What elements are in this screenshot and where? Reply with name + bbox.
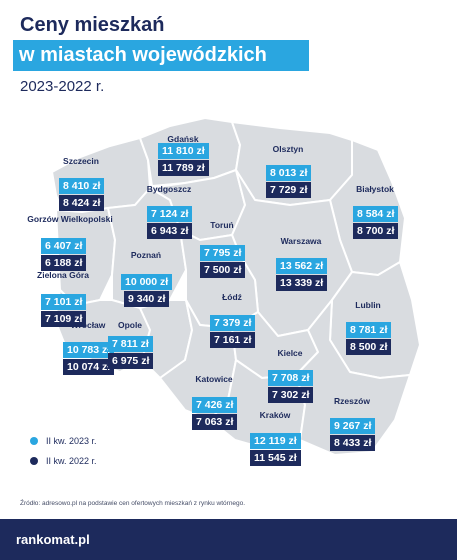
city-name-bydgoszcz: Bydgoszcz: [146, 184, 192, 194]
value-box-torun-2022: 7 500 zł: [200, 262, 246, 278]
value-box-opole-2023: 7 811 zł: [108, 336, 153, 352]
legend-item-2023: II kw. 2023 r.: [30, 436, 97, 446]
value-box-gorzow-wielkopolski-2023: 6 407 zł: [41, 238, 87, 254]
value-box-wroclaw-2022: 10 074 zł: [63, 359, 115, 375]
city-name-gorzow-wielkopolski: Gorzów Wielkopolski: [27, 214, 113, 224]
value-box-krakow-2023: 12 119 zł: [250, 433, 301, 449]
city-name-opole: Opole: [117, 320, 143, 330]
page-title: Ceny mieszkań: [20, 14, 165, 36]
value-box-rzeszow-2022: 8 433 zł: [330, 435, 376, 451]
value-box-szczecin-2022: 8 424 zł: [59, 195, 105, 211]
value-box-poznan-2022: 9 340 zł: [124, 291, 170, 307]
value-box-opole-2022: 6 975 zł: [108, 353, 154, 369]
value-box-bydgoszcz-2023: 7 124 zł: [147, 206, 193, 222]
value-box-bialystok-2022: 8 700 zł: [353, 223, 399, 239]
value-box-katowice-2023: 7 426 zł: [192, 397, 238, 413]
city-name-warszawa: Warszawa: [280, 236, 322, 246]
value-box-katowice-2022: 7 063 zł: [192, 414, 238, 430]
footer-bar: rankomat.pl: [0, 519, 457, 560]
city-name-szczecin: Szczecin: [63, 156, 99, 166]
value-box-rzeszow-2023: 9 267 zł: [330, 418, 376, 434]
legend-swatch-2022: [30, 457, 38, 465]
value-box-lublin-2023: 8 781 zł: [346, 322, 392, 338]
value-box-poznan-2023: 10 000 zł: [121, 274, 173, 290]
city-name-katowice: Katowice: [195, 374, 233, 384]
value-box-warszawa-2022: 13 339 zł: [276, 275, 328, 291]
value-box-olsztyn-2023: 8 013 zł: [266, 165, 312, 181]
city-name-wroclaw: Wrocław: [70, 320, 106, 330]
source-note: Źródło: adresowo.pl na podstawie cen ofe…: [20, 500, 246, 507]
city-name-lublin: Lublin: [355, 300, 381, 310]
city-name-rzeszow: Rzeszów: [334, 396, 370, 406]
value-box-szczecin-2023: 8 410 zł: [59, 178, 105, 194]
page-subtitle: 2023-2022 r.: [20, 78, 105, 95]
value-box-gorzow-wielkopolski-2022: 6 188 zł: [41, 255, 87, 271]
city-name-zielona-gora: Zielona Góra: [37, 270, 89, 280]
value-box-zielona-gora-2022: 7 109 zł: [41, 311, 87, 327]
legend-item-2022: II kw. 2022 r.: [30, 456, 97, 466]
value-box-torun-2023: 7 795 zł: [200, 245, 246, 261]
value-box-lublin-2022: 8 500 zł: [346, 339, 392, 355]
value-box-zielona-gora-2023: 7 101 zł: [41, 294, 87, 310]
value-box-kielce-2023: 7 708 zł: [268, 370, 314, 386]
city-name-gdansk: Gdańsk: [167, 134, 199, 144]
value-box-lodz-2022: 7 161 zł: [210, 332, 256, 348]
value-box-gdansk-2023: 11 810 zł: [158, 143, 209, 159]
brand-logo: rankomat.pl: [16, 532, 90, 547]
legend-label-2022: II kw. 2022 r.: [46, 456, 97, 466]
city-name-poznan: Poznań: [130, 250, 162, 260]
city-name-bialystok: Białystok: [356, 184, 394, 194]
value-box-krakow-2022: 11 545 zł: [250, 450, 301, 466]
value-box-lodz-2023: 7 379 zł: [210, 315, 256, 331]
city-name-torun: Toruń: [210, 220, 234, 230]
value-box-bydgoszcz-2022: 6 943 zł: [147, 223, 193, 239]
value-box-gdansk-2022: 11 789 zł: [158, 160, 209, 176]
value-box-warszawa-2023: 13 562 zł: [276, 258, 328, 274]
city-name-lodz: Łódź: [222, 292, 242, 302]
value-box-wroclaw-2023: 10 783 zł: [63, 342, 115, 358]
legend-label-2023: II kw. 2023 r.: [46, 436, 97, 446]
city-name-kielce: Kielce: [277, 348, 303, 358]
value-box-bialystok-2023: 8 584 zł: [353, 206, 399, 222]
page-title-highlight: w miastach wojewódzkich: [13, 40, 309, 71]
city-name-krakow: Kraków: [259, 410, 291, 420]
city-name-olsztyn: Olsztyn: [272, 144, 304, 154]
value-box-olsztyn-2022: 7 729 zł: [266, 182, 312, 198]
value-box-kielce-2022: 7 302 zł: [268, 387, 314, 403]
legend-swatch-2023: [30, 437, 38, 445]
